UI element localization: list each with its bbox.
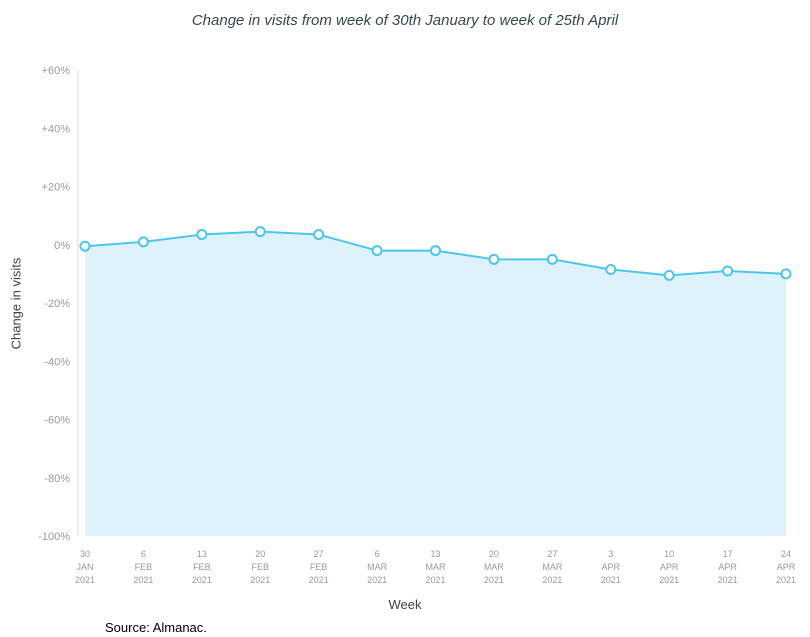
- chart-svg: +60% +40% +20% 0% -20% -40% -60% -80% -100% 30 JAN…: [38, 65, 796, 585]
- data-point-marker: [605, 264, 617, 276]
- x-tick-label: 27 FEB 2021: [309, 549, 329, 585]
- x-tick-label: 3 APR 2021: [601, 549, 621, 585]
- x-tick-label: 6 MAR 2021: [367, 549, 388, 585]
- y-tick-label: -60%: [44, 415, 70, 427]
- x-tick-label: 17 APR 2021: [718, 549, 738, 585]
- x-tick-label: 13 MAR 2021: [425, 549, 446, 585]
- x-tick-label: 13 FEB 2021: [192, 549, 212, 585]
- y-tick-label: +20%: [42, 182, 71, 194]
- y-tick-label: -100%: [38, 531, 70, 543]
- data-point-marker: [722, 265, 734, 277]
- data-point-marker: [196, 229, 208, 241]
- data-point-marker: [137, 236, 149, 248]
- data-point-marker: [371, 245, 383, 257]
- x-axis-title: Week: [388, 597, 422, 612]
- source-note: Source: Almanac.: [105, 620, 207, 635]
- data-point-marker: [663, 269, 675, 281]
- data-point-marker: [313, 229, 325, 241]
- area-fill: [85, 231, 786, 537]
- x-tick-label: 10 APR 2021: [659, 549, 679, 585]
- y-tick-label: +60%: [42, 65, 71, 77]
- data-point-marker: [488, 253, 500, 265]
- x-tick-label: 20 FEB 2021: [250, 549, 270, 585]
- x-tick-label: 27 MAR 2021: [542, 549, 563, 585]
- data-point-marker: [254, 226, 266, 238]
- x-tick-label: 20 MAR 2021: [484, 549, 505, 585]
- y-tick-label: -40%: [44, 356, 70, 368]
- y-axis-title: Change in visits: [8, 257, 24, 350]
- x-tick-label: 30 JAN 2021: [75, 549, 95, 585]
- data-point-marker: [79, 240, 91, 252]
- x-tick-label: 6 FEB 2021: [133, 549, 153, 585]
- y-tick-label: +40%: [42, 123, 71, 135]
- chart-title: Change in visits from week of 30th Janua…: [191, 12, 619, 29]
- y-tick-label: -20%: [44, 298, 70, 310]
- y-tick-label: 0%: [54, 240, 70, 252]
- data-point-marker: [430, 245, 441, 257]
- data-point-marker: [546, 253, 558, 265]
- data-point-marker: [780, 268, 792, 280]
- y-tick-label: -80%: [44, 473, 70, 485]
- x-tick-label: 24 APR 2021: [776, 549, 796, 585]
